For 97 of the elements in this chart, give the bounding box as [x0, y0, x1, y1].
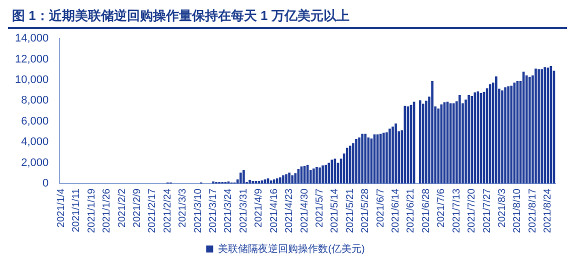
bar — [346, 148, 348, 184]
bar — [392, 126, 394, 184]
y-tick-label: 6,000 — [21, 115, 49, 128]
bar — [254, 180, 258, 184]
bar — [288, 172, 290, 184]
x-tick-label: 2021/8/17 — [527, 188, 538, 234]
bar — [525, 75, 528, 184]
x-tick-label: 2021/7/13 — [451, 188, 462, 234]
bar — [388, 128, 391, 184]
bar — [242, 170, 245, 184]
bar — [282, 175, 284, 184]
x-tick-label: 2021/8/24 — [542, 188, 554, 234]
bar — [364, 134, 367, 184]
bar — [318, 167, 321, 184]
x-tick-label: 2021/1/19 — [86, 188, 98, 234]
bar — [495, 76, 498, 184]
bar — [386, 132, 388, 184]
bar — [361, 134, 364, 184]
bar — [258, 180, 260, 184]
x-tick-label: 2021/6/14 — [390, 188, 402, 234]
x-tick-label: 2021/4/23 — [284, 188, 296, 234]
y-tick-label: 4,000 — [21, 136, 49, 148]
x-tick-label: 2021/3/10 — [192, 188, 204, 234]
bar — [458, 95, 461, 184]
bar — [510, 86, 513, 184]
x-tick-label: 2021/6/7 — [375, 188, 386, 228]
y-tick-label: 14,000 — [14, 32, 49, 45]
x-tick-label: 2021/1/11 — [71, 188, 82, 232]
bar — [470, 96, 473, 184]
bar — [468, 95, 470, 184]
bar — [425, 100, 428, 184]
y-tick-label: 10,000 — [14, 74, 49, 86]
x-tick-label: 2021/3/3 — [178, 188, 189, 228]
x-tick-label: 2021/5/7 — [314, 188, 326, 228]
bar — [355, 139, 358, 184]
bar — [501, 90, 504, 184]
x-tick-label: 2021/4/16 — [268, 188, 280, 234]
bar — [394, 123, 397, 184]
y-tick-label: 2,000 — [21, 156, 49, 169]
y-tick-label: 0 — [42, 178, 49, 190]
x-tick-label: 2021/2/24 — [162, 188, 174, 234]
x-tick-label: 2021/8/3 — [497, 188, 508, 228]
x-tick-label: 2021/3/31 — [238, 188, 250, 234]
bar — [507, 86, 510, 184]
bar — [294, 173, 297, 184]
x-tick-label: 2021/2/9 — [132, 188, 143, 228]
x-tick-label: 2021/3/17 — [208, 188, 220, 234]
bar — [312, 168, 315, 184]
bar — [431, 81, 434, 184]
legend-label: 美联储隔夜逆回购操作数(亿美元) — [218, 242, 365, 255]
bar — [349, 146, 352, 184]
x-tick-label: 2021/5/28 — [360, 188, 372, 234]
x-tick-label: 2021/3/24 — [223, 188, 234, 234]
bar — [418, 100, 422, 184]
bar — [252, 180, 254, 184]
bar — [474, 92, 476, 184]
bar — [279, 177, 282, 184]
x-tick-label: 2021/1/4 — [56, 188, 67, 228]
chart-title: 图 1：近期美联储逆回购操作量保持在每天 1 万亿美元以上 — [8, 8, 567, 29]
x-tick-label: 2021/5/21 — [344, 188, 356, 234]
y-tick-label: 12,000 — [14, 53, 49, 66]
x-tick-label: 2021/4/9 — [254, 188, 265, 228]
bar — [291, 175, 294, 184]
x-tick-label: 2021/6/28 — [420, 188, 432, 234]
x-tick-label: 2021/7/20 — [466, 188, 478, 234]
bar — [322, 165, 324, 184]
bar — [324, 164, 327, 184]
bar — [352, 143, 354, 184]
bar — [544, 67, 546, 184]
bar — [538, 69, 540, 184]
bar — [276, 178, 278, 184]
x-tick-label: 2021/2/2 — [116, 188, 128, 228]
bar — [212, 181, 214, 184]
bar — [422, 104, 424, 184]
x-tick-label: 2021/5/14 — [330, 188, 341, 234]
x-tick-label: 2021/1/26 — [102, 188, 113, 234]
bar — [534, 68, 537, 184]
bar — [272, 179, 276, 184]
bar — [248, 180, 251, 184]
bar — [437, 108, 440, 184]
bar — [316, 166, 318, 184]
x-tick-label: 2021/7/27 — [482, 188, 493, 234]
x-tick-label: 2021/4/30 — [299, 188, 310, 234]
bar — [285, 174, 288, 184]
x-tick-label: 2021/2/17 — [147, 188, 158, 234]
bar — [504, 87, 506, 184]
y-tick-label: 8,000 — [21, 94, 49, 107]
x-tick-label: 2021/8/10 — [512, 188, 524, 234]
bar — [528, 76, 531, 184]
bar — [382, 132, 385, 184]
x-tick-label: 2021/6/21 — [406, 188, 417, 234]
bar — [239, 172, 242, 184]
bar — [358, 137, 360, 184]
bar — [546, 68, 550, 184]
x-tick-label: 2021/7/6 — [436, 188, 448, 228]
bar — [328, 162, 330, 184]
bar — [540, 69, 543, 184]
